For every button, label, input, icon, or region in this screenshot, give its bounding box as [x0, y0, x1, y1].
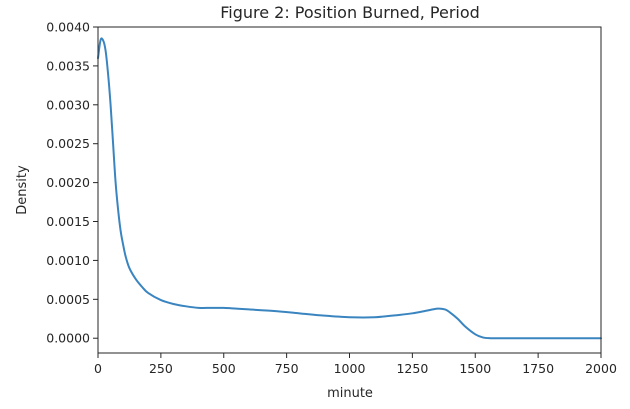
- x-tick-label: 500: [212, 361, 236, 376]
- y-tick-label: 0.0005: [46, 292, 90, 307]
- x-axis-label: minute: [327, 386, 373, 401]
- y-tick-label: 0.0030: [46, 97, 90, 112]
- y-tick-label: 0.0035: [46, 58, 90, 73]
- x-tick-label: 0: [94, 361, 102, 376]
- y-tick-label: 0.0040: [46, 20, 90, 35]
- plot-lines: [97, 37, 602, 340]
- chart-title: Figure 2: Position Burned, Period: [220, 3, 480, 22]
- plot-frame: [97, 26, 602, 354]
- y-tick-label: 0.0000: [46, 331, 90, 346]
- y-axis-label: Density: [15, 165, 30, 215]
- x-tick-label: 1000: [334, 361, 366, 376]
- y-tick-label: 0.0010: [46, 253, 90, 268]
- x-tick-label: 2000: [585, 361, 617, 376]
- y-axis-ticks: 0.0000 0.0005 0.0010 0.0015 0.0020 0.0025 0.00…: [46, 20, 98, 346]
- x-tick-label: 750: [275, 361, 299, 376]
- x-tick-label: 1250: [396, 361, 428, 376]
- x-tick-label: 1750: [522, 361, 554, 376]
- x-axis-ticks: 0 250 500 750 1000 1250 1500 1750 2000: [94, 353, 617, 376]
- x-tick-label: 250: [149, 361, 173, 376]
- x-tick-label: 1500: [459, 361, 491, 376]
- y-tick-label: 0.0025: [46, 136, 90, 151]
- density-line: [97, 37, 602, 340]
- y-tick-label: 0.0015: [46, 214, 90, 229]
- y-tick-label: 0.0020: [46, 175, 90, 190]
